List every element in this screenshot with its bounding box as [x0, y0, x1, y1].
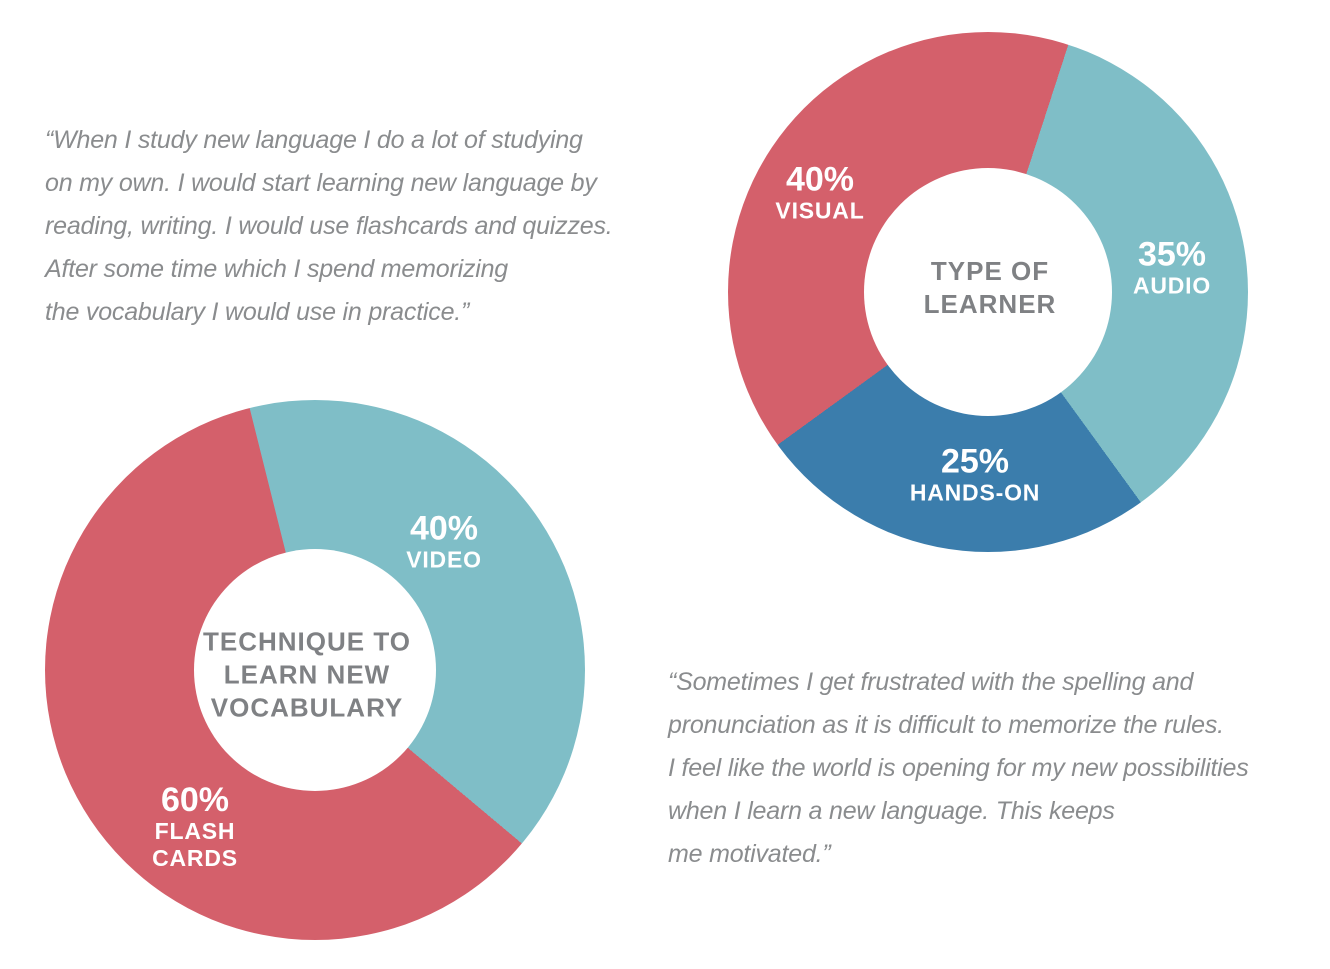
slice-name: AUDIO: [1132, 272, 1212, 299]
slice-label-visual: 40% VISUAL: [745, 162, 895, 225]
donut-chart-vocabulary-technique: TECHNIQUE TO LEARN NEW VOCABULARY 40% VI…: [45, 400, 585, 940]
quote-line: “Sometimes I get frustrated with the spe…: [668, 668, 1194, 696]
slice-name: VISUAL: [775, 197, 865, 224]
quote-line: pronunciation as it is difficult to memo…: [668, 711, 1224, 739]
slice-label-hands-on: 25% HANDS-ON: [900, 444, 1050, 507]
slice-percent: 40%: [409, 509, 479, 548]
chart-title-vocabulary-technique: TECHNIQUE TO LEARN NEW VOCABULARY: [203, 626, 411, 723]
slice-percent: 60%: [160, 781, 230, 819]
donut-hole: [194, 549, 436, 791]
slice-label-flash-cards: 60% FLASH CARDS: [139, 782, 251, 872]
slice-percent: 35%: [1137, 235, 1207, 274]
slice-name: HANDS-ON: [909, 479, 1041, 506]
donut-hole: [864, 168, 1112, 416]
chart-title-type-of-learner: TYPE OF LEARNER: [923, 256, 1057, 319]
slice-percent: 40%: [785, 160, 855, 199]
slice-name: VIDEO: [406, 546, 482, 573]
quote-line: After some time which I spend memorizing: [45, 255, 509, 283]
quote-line: when I learn a new language. This keeps: [668, 797, 1115, 825]
quote-line: reading, writing. I would use flashcards…: [45, 212, 613, 240]
slice-label-video: 40% VIDEO: [369, 511, 519, 574]
quote-motivation: “Sometimes I get frustrated with the spe…: [668, 661, 1323, 876]
quote-line: “When I study new language I do a lot of…: [45, 126, 583, 154]
slice-percent: 25%: [940, 442, 1010, 481]
donut-chart-type-of-learner: TYPE OF LEARNER 40% VISUAL 35% AUDIO 25%…: [728, 32, 1248, 552]
quote-line: me motivated.”: [668, 840, 831, 868]
quote-line: I feel like the world is opening for my …: [668, 754, 1249, 782]
slice-name: FLASH CARDS: [152, 818, 238, 871]
quote-study-habits: “When I study new language I do a lot of…: [45, 119, 670, 334]
quote-line: on my own. I would start learning new la…: [45, 169, 597, 197]
quote-line: the vocabulary I would use in practice.”: [45, 298, 470, 326]
slice-label-audio: 35% AUDIO: [1097, 237, 1247, 300]
